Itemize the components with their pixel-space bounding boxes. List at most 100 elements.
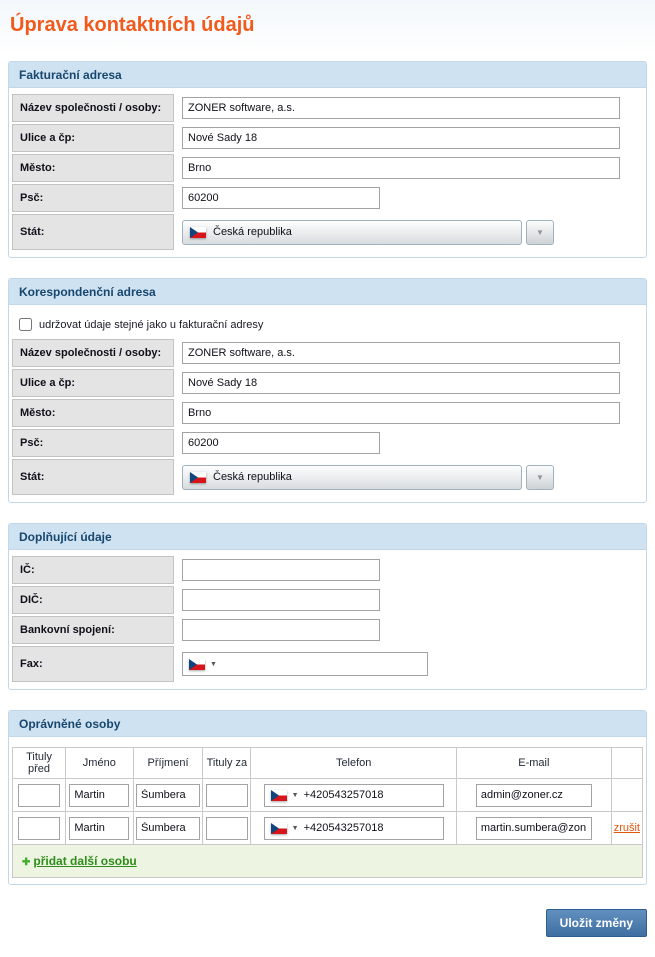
person1-email-input[interactable] bbox=[475, 783, 592, 807]
add-person-link[interactable]: ✚ přidat další osobu bbox=[22, 854, 137, 868]
billing-zip-input[interactable] bbox=[182, 187, 380, 209]
correspondence-street-input[interactable] bbox=[182, 372, 620, 394]
same-as-billing-checkbox[interactable] bbox=[19, 318, 32, 331]
fax-row: Fax: ▼ bbox=[12, 646, 643, 682]
person2-email-input[interactable] bbox=[475, 816, 592, 840]
save-changes-button[interactable]: Uložit změny bbox=[545, 909, 647, 937]
billing-zip-label: Psč: bbox=[12, 184, 174, 212]
chevron-down-icon[interactable]: ▼ bbox=[210, 660, 217, 668]
billing-address-section: Fakturační adresa Název společnosti / os… bbox=[8, 61, 647, 258]
additional-section-header: Doplňující údaje bbox=[9, 524, 646, 550]
correspondence-country-label: Stát: bbox=[12, 459, 174, 495]
correspondence-zip-label: Psč: bbox=[12, 429, 174, 457]
person1-phone-control[interactable]: ▼ bbox=[263, 783, 444, 807]
chevron-down-icon[interactable]: ▼ bbox=[291, 791, 299, 799]
chevron-down-icon: ▼ bbox=[536, 472, 544, 482]
correspondence-city-row: Město: bbox=[12, 399, 643, 427]
person-row: ▼ zrušit bbox=[11, 811, 644, 845]
czech-flag-icon bbox=[270, 789, 287, 801]
person2-last-name-input[interactable] bbox=[136, 816, 201, 840]
correspondence-street-row: Ulice a čp: bbox=[12, 369, 643, 397]
person2-titles-before-input[interactable] bbox=[18, 816, 61, 840]
person2-titles-after-input[interactable] bbox=[205, 816, 248, 840]
billing-country-dropdown[interactable]: Česká republika ▼ bbox=[182, 219, 554, 245]
correspondence-city-input[interactable] bbox=[182, 402, 620, 424]
plus-icon: ✚ bbox=[22, 857, 31, 868]
person2-phone-control[interactable]: ▼ bbox=[263, 816, 444, 840]
billing-country-row: Stát: Česká republika ▼ bbox=[12, 214, 643, 250]
persons-table: Tituly před Jméno Příjmení Tituly za Tel… bbox=[11, 747, 644, 878]
czech-flag-icon bbox=[190, 471, 206, 483]
person1-titles-after-input[interactable] bbox=[205, 783, 248, 807]
add-person-row: ✚ přidat další osobu bbox=[12, 844, 643, 878]
person2-first-name-input[interactable] bbox=[69, 816, 130, 840]
additional-section-body: IČ: DIČ: Bankovní spojení: Fax: ▼ bbox=[9, 550, 646, 689]
correspondence-company-label: Název společnosti / osoby: bbox=[12, 339, 174, 367]
person1-titles-before-input[interactable] bbox=[18, 783, 61, 807]
bank-label: Bankovní spojení: bbox=[12, 616, 174, 644]
correspondence-address-section: Korespondenční adresa udržovat údaje ste… bbox=[8, 278, 647, 503]
billing-company-input[interactable] bbox=[182, 97, 620, 119]
chevron-down-icon: ▼ bbox=[536, 227, 544, 237]
person1-phone-input[interactable] bbox=[303, 789, 437, 801]
correspondence-country-dropdown-button[interactable]: ▼ bbox=[526, 464, 554, 490]
col-titles-before: Tituly před bbox=[11, 747, 67, 779]
fax-label: Fax: bbox=[12, 646, 174, 682]
dic-label: DIČ: bbox=[12, 586, 174, 614]
person-row: ▼ bbox=[11, 778, 644, 812]
page-title: Úprava kontaktních údajů bbox=[10, 14, 255, 36]
additional-info-section: Doplňující údaje IČ: DIČ: Bankovní spoje… bbox=[8, 523, 647, 690]
person1-first-name-input[interactable] bbox=[69, 783, 130, 807]
correspondence-zip-input[interactable] bbox=[182, 432, 380, 454]
correspondence-zip-row: Psč: bbox=[12, 429, 643, 457]
persons-table-header-row: Tituly před Jméno Příjmení Tituly za Tel… bbox=[11, 747, 644, 779]
remove-person-link[interactable]: zrušit bbox=[613, 822, 640, 834]
billing-section-header: Fakturační adresa bbox=[9, 62, 646, 88]
persons-section-header: Oprávněné osoby bbox=[9, 711, 646, 737]
person2-phone-input[interactable] bbox=[303, 822, 437, 834]
billing-country-dropdown-button[interactable]: ▼ bbox=[526, 219, 554, 245]
person1-last-name-input[interactable] bbox=[136, 783, 201, 807]
col-last-name: Příjmení bbox=[132, 747, 204, 779]
ic-row: IČ: bbox=[12, 556, 643, 584]
billing-city-input[interactable] bbox=[182, 157, 620, 179]
billing-street-row: Ulice a čp: bbox=[12, 124, 643, 152]
bank-row: Bankovní spojení: bbox=[12, 616, 643, 644]
czech-flag-icon bbox=[190, 226, 206, 238]
correspondence-country-selected[interactable]: Česká republika bbox=[182, 464, 522, 490]
chevron-down-icon[interactable]: ▼ bbox=[291, 824, 299, 832]
correspondence-country-name: Česká republika bbox=[213, 471, 292, 483]
col-actions bbox=[610, 747, 644, 779]
czech-flag-icon bbox=[270, 822, 287, 834]
correspondence-section-header: Korespondenční adresa bbox=[9, 279, 646, 305]
col-phone: Telefon bbox=[250, 747, 458, 779]
billing-street-input[interactable] bbox=[182, 127, 620, 149]
billing-zip-row: Psč: bbox=[12, 184, 643, 212]
correspondence-country-row: Stát: Česká republika ▼ bbox=[12, 459, 643, 495]
dic-input[interactable] bbox=[182, 589, 380, 611]
czech-flag-icon bbox=[189, 658, 205, 670]
add-person-label: přidat další osobu bbox=[33, 854, 137, 868]
billing-city-label: Město: bbox=[12, 154, 174, 182]
same-as-billing-label[interactable]: udržovat údaje stejné jako u fakturační … bbox=[39, 318, 264, 331]
bank-input[interactable] bbox=[182, 619, 380, 641]
same-as-billing-row: udržovat údaje stejné jako u fakturační … bbox=[12, 309, 643, 337]
correspondence-company-input[interactable] bbox=[182, 342, 620, 364]
ic-input[interactable] bbox=[182, 559, 380, 581]
billing-country-name: Česká republika bbox=[213, 226, 292, 238]
billing-section-body: Název společnosti / osoby: Ulice a čp: M… bbox=[9, 88, 646, 257]
fax-phone-control[interactable]: ▼ bbox=[182, 652, 428, 676]
col-titles-after: Tituly za bbox=[202, 747, 252, 779]
correspondence-street-label: Ulice a čp: bbox=[12, 369, 174, 397]
fax-input[interactable] bbox=[221, 658, 421, 670]
form-actions: Uložit změny bbox=[8, 907, 647, 937]
correspondence-city-label: Město: bbox=[12, 399, 174, 427]
billing-country-selected[interactable]: Česká republika bbox=[182, 219, 522, 245]
billing-city-row: Město: bbox=[12, 154, 643, 182]
correspondence-company-row: Název společnosti / osoby: bbox=[12, 339, 643, 367]
dic-row: DIČ: bbox=[12, 586, 643, 614]
billing-country-label: Stát: bbox=[12, 214, 174, 250]
col-email: E-mail bbox=[456, 747, 612, 779]
correspondence-country-dropdown[interactable]: Česká republika ▼ bbox=[182, 464, 554, 490]
